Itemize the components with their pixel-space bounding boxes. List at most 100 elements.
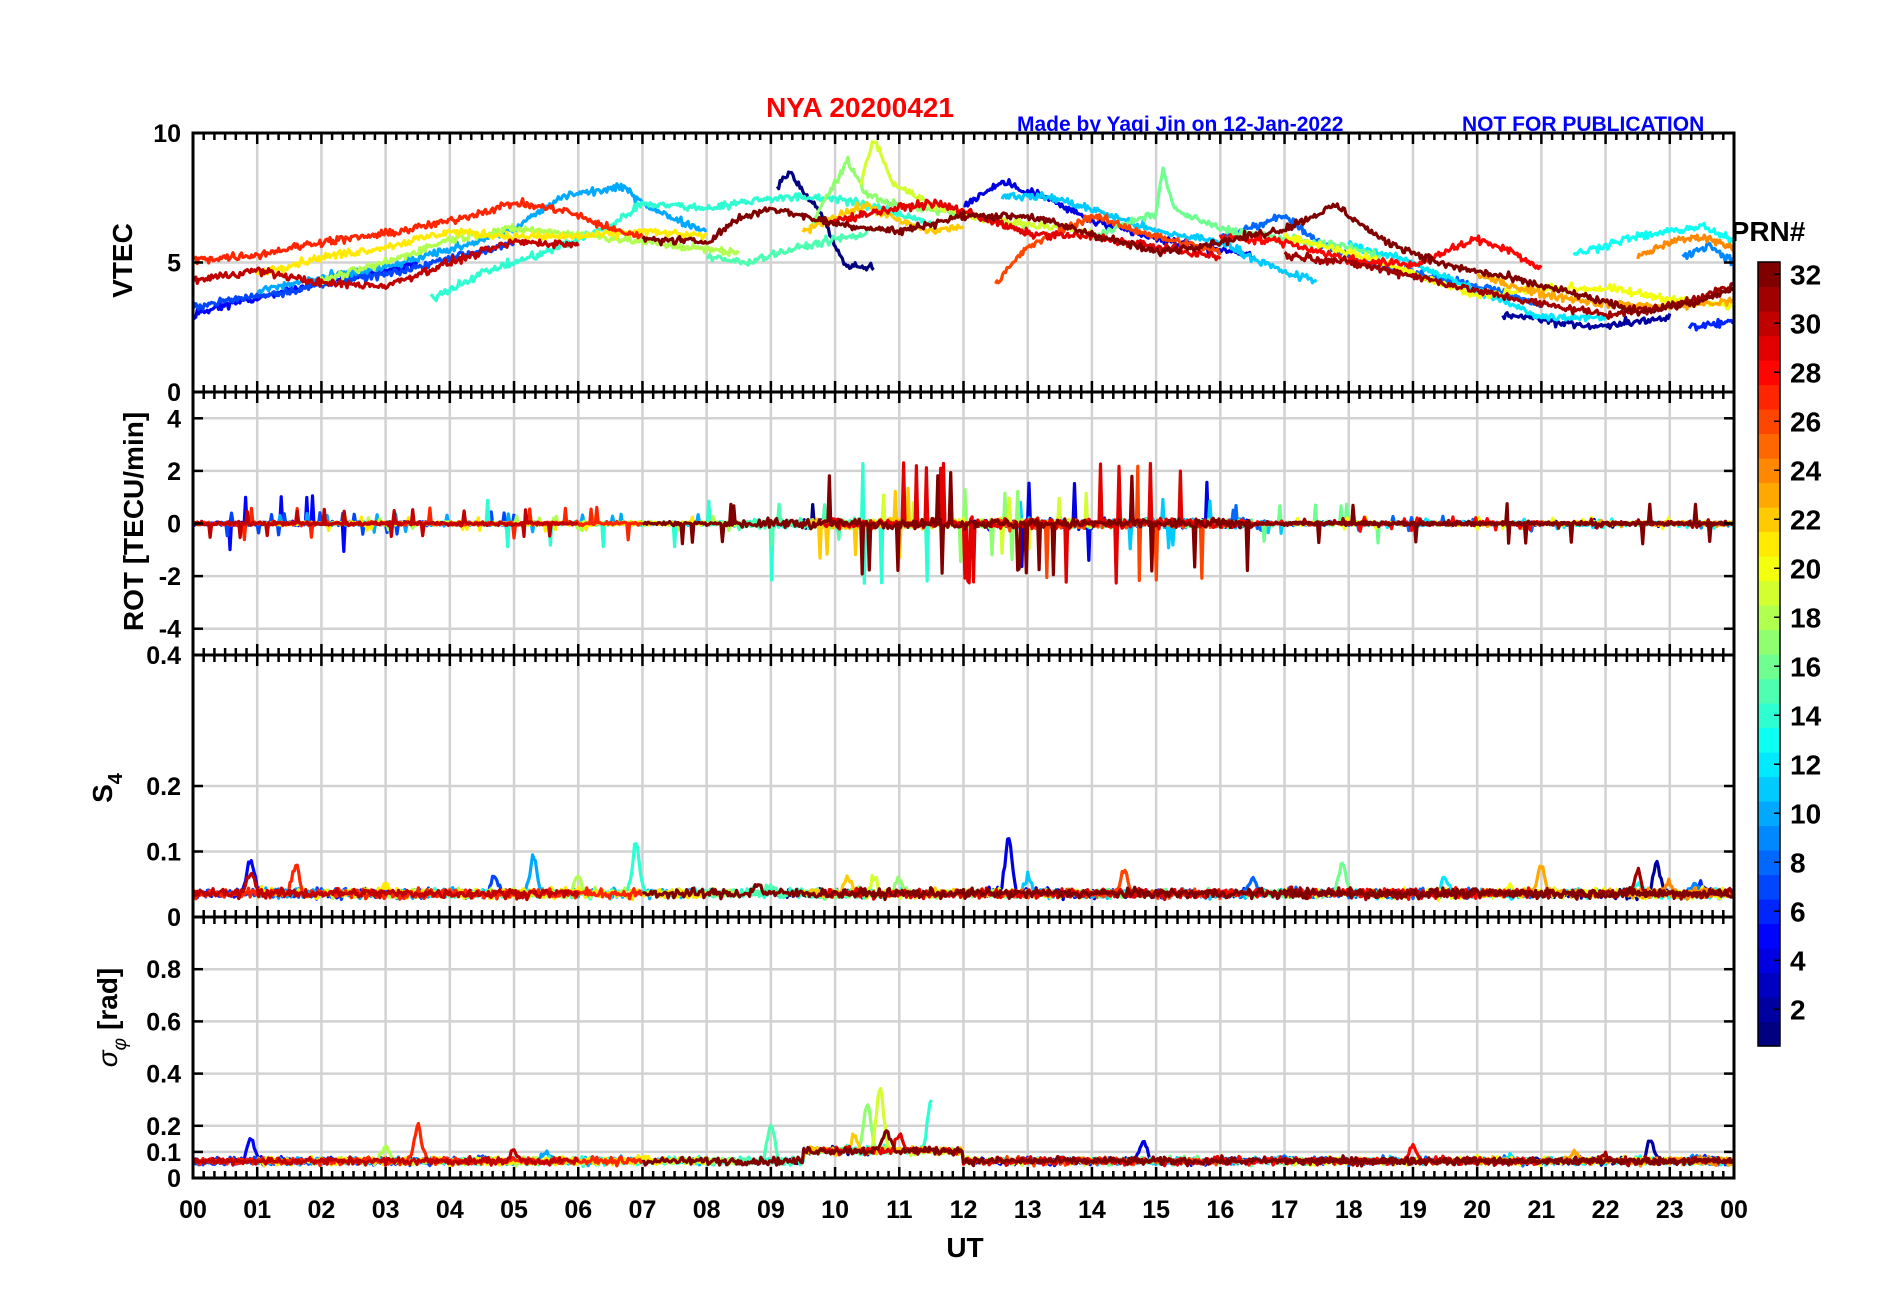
y-tick-label: 0.2 (146, 1113, 181, 1141)
colorbar-cell (1758, 629, 1780, 655)
series-line-vtec-prn15 (706, 229, 869, 267)
series-group (193, 140, 1734, 332)
colorbar-cell (1758, 923, 1780, 949)
y-axis-label-vtec: VTEC (107, 223, 138, 298)
y-tick-label: 10 (153, 120, 181, 148)
panel-rot: -4 -2 0 2 4 ROT [TECU/min] (118, 390, 1736, 657)
colorbar-cell (1758, 801, 1780, 827)
colorbar-tick-label: 26 (1790, 406, 1821, 437)
colorbar-tick-label: 8 (1790, 847, 1806, 878)
x-axis: 00 01 02 03 04 05 06 07 08 09 10 11 12 13 14 15 16 17 18 19… (179, 1196, 1748, 1224)
x-tick-label: 00 (179, 1196, 207, 1224)
y-axis-label-sigma: σφ [rad] (92, 968, 131, 1068)
x-tick-label: 06 (564, 1196, 592, 1224)
x-tick-label: 20 (1463, 1196, 1491, 1224)
series-line-rot-prn30 (193, 507, 579, 540)
series-line-vtec-prn24 (1636, 233, 1734, 260)
y-tick-label: 0.1 (146, 839, 181, 867)
y-tick-label: 0 (167, 904, 181, 932)
grid (193, 655, 1734, 917)
colorbar-cell (1758, 703, 1780, 729)
series-line-vtec-prn10 (256, 182, 707, 294)
series-line-vtec-prn27 (193, 197, 644, 266)
colorbar-cell (1758, 1021, 1780, 1047)
y-tick-label: 5 (167, 250, 181, 278)
colorbar-cell (1758, 972, 1780, 998)
colorbar-tick-label: 28 (1790, 357, 1821, 388)
x-tick-label: 14 (1078, 1196, 1106, 1224)
y-tick-label: -2 (159, 563, 181, 591)
x-tick-label: 04 (436, 1196, 464, 1224)
colorbar-cell (1758, 580, 1780, 606)
ticks: 00.10.2 0.4 0.6 0.8 (146, 917, 1736, 1193)
grid (193, 917, 1734, 1178)
series-line-sigma-prn30 (193, 1148, 580, 1167)
colorbar-cell (1758, 899, 1780, 925)
x-tick-label: 10 (821, 1196, 849, 1224)
colorbar-cell (1758, 556, 1780, 582)
colorbar-cell (1758, 825, 1780, 851)
panel-sigma: 00.10.2 0.4 0.6 0.8 σφ [rad] (92, 915, 1736, 1193)
colorbar-cell (1758, 850, 1780, 876)
colorbar-cell (1758, 531, 1780, 557)
colorbar-tick-label: 30 (1790, 308, 1821, 339)
colorbar-tick-label: 18 (1790, 602, 1821, 633)
y-axis-label-rot: ROT [TECU/min] (118, 412, 149, 631)
y-tick-label: 0.1 (146, 1139, 181, 1167)
y-tick-label: 0 (167, 379, 181, 407)
series-line-s4-prn30 (193, 871, 580, 902)
colorbar-tick-label: 14 (1790, 700, 1822, 731)
series-line-vtec-prn29 (821, 198, 1222, 262)
colorbar-tick-label: 2 (1790, 994, 1806, 1025)
x-tick-label: 22 (1592, 1196, 1620, 1224)
series-line-sigma-prn32 (641, 1129, 1734, 1168)
colorbar-cell (1758, 409, 1780, 435)
series-line-vtec-prn20 (1283, 232, 1734, 311)
colorbar-cell (1758, 948, 1780, 974)
series-line-vtec-prn28 (1218, 233, 1543, 271)
series-line-vtec-prn11 (1000, 191, 1318, 285)
colorbar-cell (1758, 605, 1780, 631)
colorbar-cell (1758, 262, 1780, 288)
colorbar-cell (1758, 335, 1780, 361)
y-tick-label: 0.2 (146, 773, 181, 801)
x-tick-label: 09 (757, 1196, 785, 1224)
colorbar-cell (1758, 311, 1780, 337)
y-tick-label: 2 (167, 458, 181, 486)
x-tick-label: 11 (886, 1196, 913, 1224)
series-group (193, 837, 1734, 903)
panel-vtec: 0 5 10 VTEC (107, 120, 1736, 407)
x-tick-label: 18 (1335, 1196, 1363, 1224)
x-tick-label: 03 (372, 1196, 400, 1224)
x-tick-label: 21 (1527, 1196, 1555, 1224)
y-tick-label: 0.4 (146, 1061, 181, 1089)
series-line-vtec-prn7 (193, 239, 516, 311)
colorbar-tick-label: 12 (1790, 749, 1821, 780)
series-line-s4-prn32 (641, 882, 1734, 902)
x-tick-label: 16 (1206, 1196, 1234, 1224)
y-axis-label-main: σ (92, 1049, 123, 1067)
panel-s4: 0 0.1 0.2 0.4 S4 (87, 642, 1736, 932)
colorbar-tick-label: 4 (1790, 945, 1806, 976)
colorbar-cell (1758, 727, 1780, 753)
series-line-vtec-prn2 (1501, 311, 1672, 331)
y-axis-label-sub: φ (110, 1038, 131, 1050)
colorbar-cell (1758, 874, 1780, 900)
colorbar-tick-label: 24 (1790, 455, 1822, 486)
credit-text: Made by Yaqi Jin on 12-Jan-2022 (1017, 113, 1343, 136)
series-line-vtec-prn30 (193, 238, 580, 290)
x-tick-label: 05 (500, 1196, 528, 1224)
colorbar-cell (1758, 458, 1780, 484)
y-axis-label-unit: [rad] (92, 968, 123, 1030)
colorbar-tick-label: 20 (1790, 553, 1821, 584)
colorbar-cell (1758, 360, 1780, 386)
colorbar-cell (1758, 507, 1780, 533)
x-tick-label: 13 (1014, 1196, 1042, 1224)
colorbar-cell (1758, 776, 1780, 802)
series-line-rot-prn32 (641, 471, 1734, 577)
colorbar-cell (1758, 678, 1780, 704)
series-line-vtec-prn6 (1687, 317, 1734, 332)
